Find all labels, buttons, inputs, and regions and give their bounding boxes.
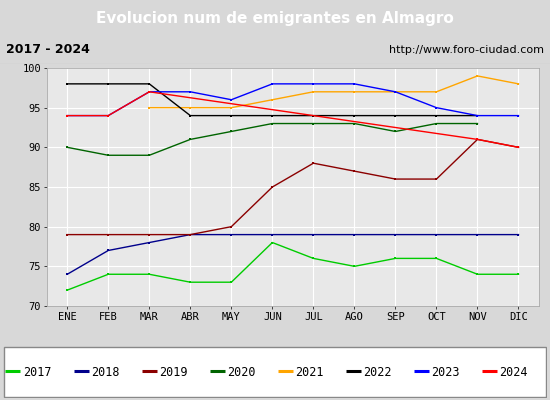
Text: http://www.foro-ciudad.com: http://www.foro-ciudad.com: [389, 45, 544, 55]
Text: 2022: 2022: [364, 366, 392, 378]
Text: 2024: 2024: [499, 366, 528, 378]
Text: 2019: 2019: [160, 366, 188, 378]
FancyBboxPatch shape: [4, 347, 546, 397]
Text: Evolucion num de emigrantes en Almagro: Evolucion num de emigrantes en Almagro: [96, 10, 454, 26]
Text: 2023: 2023: [432, 366, 460, 378]
Text: 2021: 2021: [295, 366, 324, 378]
Text: 2017: 2017: [23, 366, 52, 378]
Text: 2017 - 2024: 2017 - 2024: [6, 44, 89, 56]
Text: 2020: 2020: [227, 366, 256, 378]
Text: 2018: 2018: [91, 366, 120, 378]
